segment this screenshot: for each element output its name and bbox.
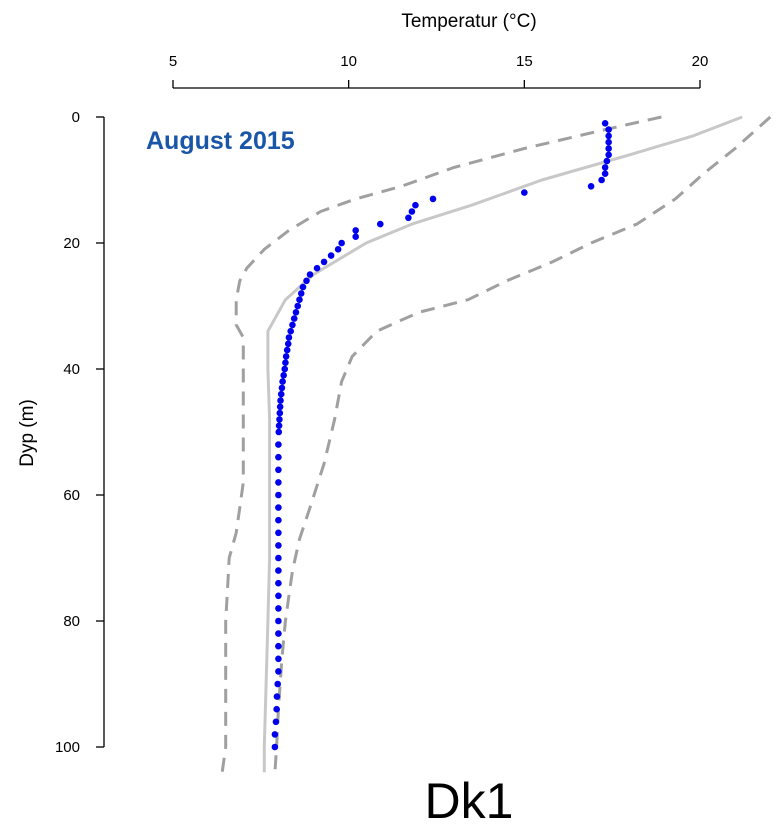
x-tick-label: 20	[692, 53, 709, 70]
data-point	[601, 170, 609, 177]
data-point	[605, 145, 612, 152]
data-point	[273, 693, 281, 700]
x-tick-label: 5	[169, 53, 177, 70]
y-tick-label: 20	[63, 235, 80, 252]
chart-annotation: August 2015	[146, 127, 295, 155]
data-point	[601, 164, 609, 171]
data-point	[274, 680, 281, 688]
data-point	[277, 397, 284, 404]
x-axis: 5 10 15 20 Temperatur (°C)	[169, 11, 709, 89]
data-point	[275, 441, 282, 448]
data-point	[376, 220, 384, 228]
data-point	[273, 705, 280, 713]
mean-line	[262, 115, 743, 773]
data-point	[282, 359, 289, 367]
data-point	[275, 592, 282, 600]
data-point	[598, 176, 605, 184]
data-point	[605, 132, 612, 140]
y-axis: 0 20 40 60 80 100 Dyp (m)	[17, 109, 105, 756]
data-point	[275, 479, 282, 486]
data-point	[275, 504, 282, 511]
data-point	[429, 195, 437, 203]
data-point	[275, 516, 282, 524]
data-point	[281, 365, 289, 373]
data-point	[306, 271, 314, 278]
data-point	[271, 731, 279, 738]
data-point	[282, 353, 290, 360]
data-point	[275, 617, 282, 625]
data-point	[292, 309, 300, 316]
data-point	[276, 409, 284, 417]
data-point	[338, 239, 345, 247]
data-point	[296, 296, 303, 304]
y-tick-label: 40	[63, 361, 80, 378]
chart-title: Dk1	[425, 773, 514, 826]
data-point	[275, 605, 282, 612]
data-point	[352, 233, 359, 240]
data-point	[334, 246, 342, 253]
data-point	[408, 208, 416, 215]
data-point	[587, 183, 595, 190]
data-point	[272, 718, 280, 726]
data-point	[289, 321, 296, 329]
data-point	[276, 416, 283, 423]
x-tick-label: 15	[516, 53, 533, 70]
data-point	[605, 126, 612, 133]
data-point	[279, 378, 286, 385]
data-point	[320, 258, 328, 266]
data-point	[276, 403, 284, 411]
data-point	[297, 290, 305, 297]
data-point	[327, 252, 335, 259]
data-point	[601, 120, 609, 127]
data-point	[603, 157, 611, 165]
y-tick-label: 0	[72, 109, 80, 126]
data-point	[605, 151, 612, 159]
data-point	[275, 668, 282, 675]
data-point	[275, 453, 282, 461]
y-tick-label: 60	[63, 487, 80, 504]
data-point	[275, 655, 282, 663]
y-tick-label: 100	[55, 739, 80, 756]
data-point	[275, 422, 283, 430]
data-point	[278, 384, 286, 392]
data-point	[290, 315, 298, 322]
data-point	[521, 189, 528, 196]
data-point	[275, 466, 282, 474]
x-axis-label: Temperatur (°C)	[401, 11, 536, 32]
data-point	[605, 138, 612, 146]
data-point	[280, 372, 287, 379]
data-point	[412, 201, 419, 209]
data-point	[275, 542, 282, 549]
data-point	[283, 346, 291, 354]
y-tick-label: 80	[63, 613, 80, 630]
data-point	[275, 567, 282, 574]
data-point	[275, 579, 282, 587]
x-ticks: 5 10 15 20	[169, 53, 709, 88]
data-point	[313, 264, 321, 272]
x-tick-label: 10	[340, 53, 357, 70]
plot-area	[220, 115, 772, 773]
data-point	[294, 302, 302, 310]
data-point	[275, 630, 282, 637]
y-ticks: 0 20 40 60 80 100	[55, 109, 104, 756]
range-line-2	[220, 115, 662, 773]
data-point	[287, 327, 294, 335]
data-point	[271, 743, 279, 751]
data-point	[352, 227, 359, 234]
range-line-3	[273, 115, 772, 773]
data-point	[303, 277, 310, 285]
data-point	[275, 491, 282, 499]
data-point	[277, 390, 285, 398]
data-point	[284, 340, 292, 348]
data-point	[275, 554, 282, 562]
data-point	[275, 529, 282, 537]
data-point	[275, 642, 282, 650]
y-axis-label: Dyp (m)	[17, 399, 38, 467]
data-point	[275, 428, 283, 436]
data-point	[285, 334, 293, 341]
data-point	[299, 283, 307, 291]
data-point	[405, 214, 412, 222]
